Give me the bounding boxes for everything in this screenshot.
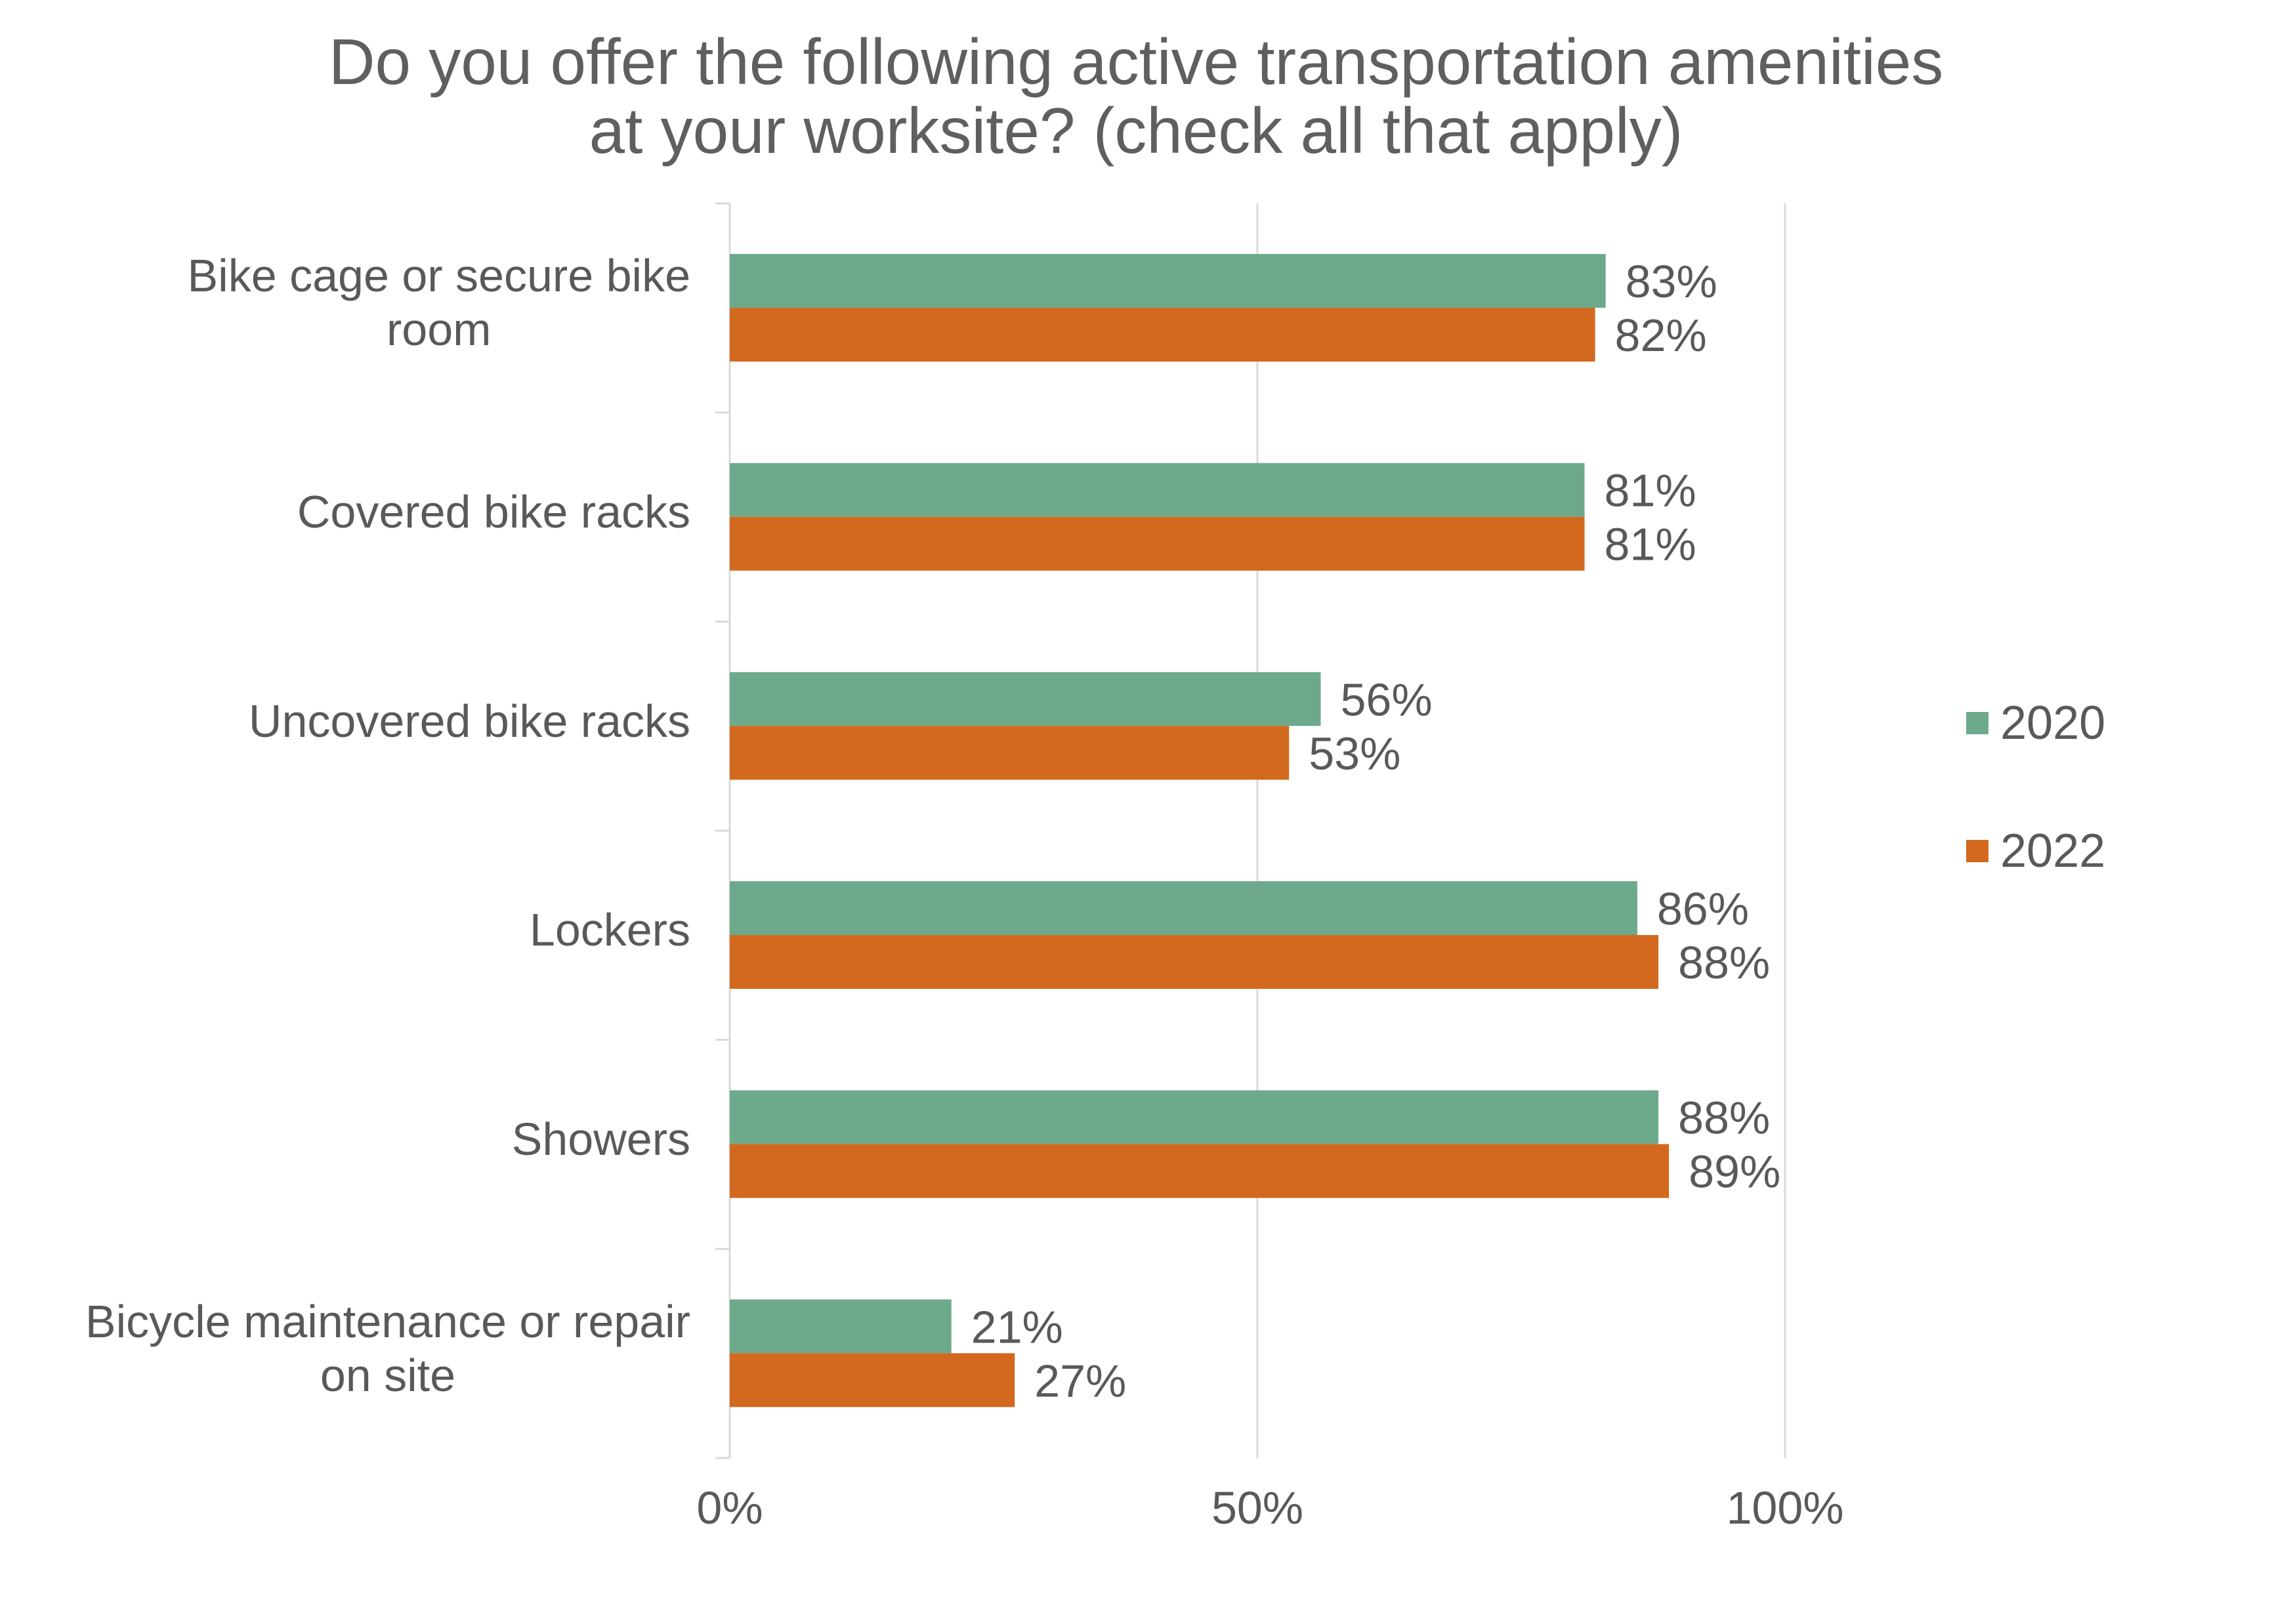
category-label-line: Bike cage or secure bike [187,250,690,302]
data-label-2020-4: 88% [1678,1093,1770,1144]
data-label-2022-1: 81% [1604,519,1696,570]
data-label-2020-3: 86% [1657,883,1749,934]
bar-2022-4 [730,1144,1670,1198]
bar-2020-4 [730,1090,1659,1144]
bar-2022-3 [730,935,1659,989]
category-label-line: Bicycle maintenance or repair [85,1295,690,1347]
legend-item-2022: 2022 [1966,822,2105,881]
legend-label-2022: 2022 [2000,825,2106,877]
bar-2022-5 [730,1353,1015,1407]
x-tick-label: 0% [696,1482,763,1533]
legend-swatch-2022 [1966,840,1988,862]
legend-label-2020: 2020 [2000,697,2106,749]
category-label: Lockers [530,903,690,957]
category-label: Uncovered bike racks [249,694,690,748]
x-tick-label: 50% [1211,1482,1304,1533]
category-label-line: room [387,304,492,356]
category-label: Bicycle maintenance or repair on site [85,1295,690,1402]
bar-2020-3 [730,881,1637,935]
category-label-line: on site [320,1349,456,1401]
bar-2020-0 [730,254,1606,308]
category-label: Bike cage or secure bike room [187,249,690,356]
x-tick-label: 100% [1726,1482,1844,1533]
bar-2020-2 [730,672,1321,726]
bar-2022-0 [730,308,1595,362]
data-label-2020-2: 56% [1340,674,1432,725]
legend-item-2020: 2020 [1966,694,2105,753]
chart-title-line-1: Do you offer the following active transp… [328,26,1944,98]
data-label-2022-2: 53% [1309,728,1400,779]
bar-2022-2 [730,726,1290,780]
bar-2020-5 [730,1299,952,1354]
data-label-2020-0: 83% [1626,256,1717,307]
category-label: Showers [512,1112,690,1166]
data-label-2022-5: 27% [1034,1355,1126,1406]
category-label: Covered bike racks [297,485,690,539]
data-label-2020-5: 21% [971,1301,1063,1352]
bar-2022-1 [730,516,1585,571]
data-label-2022-3: 88% [1678,937,1770,988]
data-label-2020-1: 81% [1604,465,1696,516]
legend-swatch-2020 [1966,712,1988,734]
category-label-line: Covered bike racks [297,486,690,537]
chart-title-line-2: at your worksite? (check all that apply) [589,94,1683,167]
data-label-2022-4: 89% [1689,1146,1780,1197]
category-label-line: Lockers [529,904,690,956]
bar-2020-1 [730,463,1585,517]
category-label-line: Showers [511,1114,690,1165]
category-label-line: Uncovered bike racks [248,695,690,747]
data-label-2022-0: 82% [1615,310,1707,361]
